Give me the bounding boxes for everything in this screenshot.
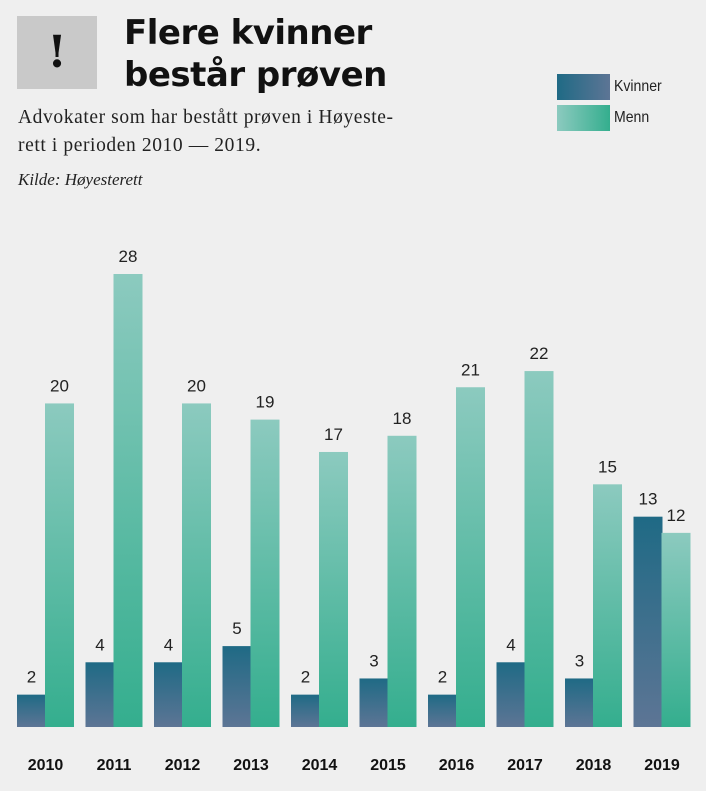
exclamation-badge-icon: ! (17, 16, 97, 89)
x-tick-label-2019: 2019 (644, 757, 680, 774)
data-label-menn-2013: 19 (256, 393, 275, 412)
chart-title: Flere kvinner består prøven (124, 12, 387, 96)
data-label-menn-2016: 21 (461, 360, 480, 379)
bar-kvinner-2015 (359, 678, 389, 727)
x-tick-label-2018: 2018 (576, 757, 612, 774)
bar-menn-2011 (113, 274, 143, 727)
legend-label-menn: Menn (614, 108, 650, 126)
data-label-kvinner-2014: 2 (301, 668, 310, 687)
bar-kvinner-2011 (85, 662, 115, 727)
data-label-kvinner-2010: 2 (27, 668, 36, 687)
data-label-menn-2014: 17 (324, 425, 343, 444)
data-label-kvinner-2011: 4 (95, 635, 104, 654)
data-label-menn-2015: 18 (393, 409, 412, 428)
data-label-kvinner-2016: 2 (438, 668, 447, 687)
data-label-menn-2019: 12 (667, 506, 686, 525)
bar-menn-2012 (182, 403, 211, 727)
data-label-menn-2010: 20 (50, 376, 69, 395)
x-tick-label-2016: 2016 (439, 757, 475, 774)
bar-menn-2018 (593, 484, 622, 727)
bar-kvinner-2017 (496, 662, 526, 727)
data-label-kvinner-2015: 3 (369, 651, 378, 670)
bar-menn-2014 (319, 451, 348, 727)
legend-swatch-menn (557, 104, 610, 131)
bar-menn-2015 (387, 435, 417, 727)
data-label-kvinner-2017: 4 (506, 635, 515, 654)
bar-menn-2019 (661, 532, 691, 727)
legend-item-kvinner: Kvinner (557, 72, 668, 101)
subtitle-line-2: rett i perioden 2010 — 2019. (18, 135, 262, 156)
legend-swatch-kvinner (557, 73, 610, 100)
bar-kvinner-2018 (565, 678, 594, 727)
x-tick-label-2011: 2011 (97, 757, 132, 774)
bar-kvinner-2014 (291, 694, 320, 727)
x-tick-label-2015: 2015 (370, 757, 406, 774)
chart-subtitle: Advokater som har bestått prøven i Høyes… (18, 104, 508, 160)
data-label-menn-2017: 22 (530, 344, 549, 363)
bar-menn-2017 (524, 371, 554, 727)
bar-menn-2010 (45, 403, 74, 727)
data-label-kvinner-2013: 5 (232, 619, 241, 638)
bar-menn-2016 (456, 387, 485, 727)
title-line-2: består prøven (124, 55, 387, 95)
data-label-kvinner-2012: 4 (164, 635, 173, 654)
legend-label-kvinner: Kvinner (614, 77, 662, 95)
data-label-menn-2011: 28 (119, 247, 138, 266)
x-tick-label-2017: 2017 (507, 757, 543, 774)
bar-menn-2013 (250, 419, 280, 727)
bar-kvinner-2019 (633, 516, 663, 727)
bar-kvinner-2013 (222, 646, 252, 727)
data-label-menn-2018: 15 (598, 457, 617, 476)
subtitle-line-1: Advokater som har bestått prøven i Høyes… (18, 107, 394, 128)
x-tick-label-2013: 2013 (233, 757, 269, 774)
title-line-1: Flere kvinner (124, 13, 372, 53)
chart-legend: Kvinner Menn (557, 72, 668, 134)
legend-item-menn: Menn (557, 103, 668, 132)
chart-source: Kilde: Høyesterett (18, 170, 143, 189)
x-tick-label-2014: 2014 (302, 757, 338, 774)
x-tick-label-2010: 2010 (28, 757, 64, 774)
bar-kvinner-2010 (17, 694, 46, 727)
x-tick-label-2012: 2012 (165, 757, 201, 774)
data-label-kvinner-2018: 3 (575, 651, 584, 670)
data-label-kvinner-2019: 13 (639, 490, 658, 509)
bar-kvinner-2012 (154, 662, 183, 727)
data-label-menn-2012: 20 (187, 376, 206, 395)
bar-kvinner-2016 (428, 694, 457, 727)
